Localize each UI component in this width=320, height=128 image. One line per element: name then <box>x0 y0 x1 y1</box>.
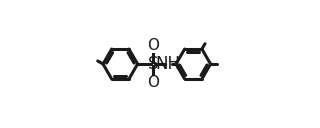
Text: O: O <box>147 75 159 90</box>
Text: O: O <box>147 38 159 53</box>
Text: S: S <box>148 55 158 73</box>
Text: NH: NH <box>156 55 181 73</box>
